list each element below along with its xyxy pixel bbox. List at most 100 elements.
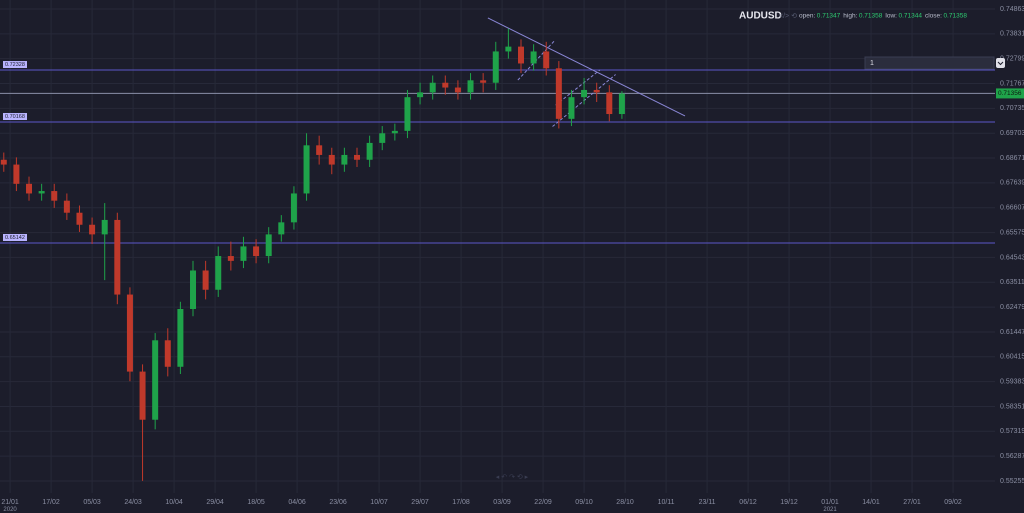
year-label: 2021 [823, 507, 837, 513]
ohlc-label: open: [799, 13, 815, 20]
candle-body [555, 68, 562, 119]
y-tick-label: 0.70735 [1000, 105, 1024, 112]
x-tick-label: 10/07 [370, 499, 388, 506]
x-tick-label: 06/12 [739, 499, 757, 506]
axis: 0.74863 0.73831 0.72799 0.71767 0.70735 0.697… [1, 6, 1024, 513]
candle-body [618, 93, 625, 115]
trendline [487, 17, 686, 117]
dropdown-button[interactable] [996, 58, 1005, 68]
candle-body [467, 80, 474, 93]
ohlc-label: low: [885, 13, 897, 20]
candle-body [215, 256, 222, 290]
ohlc-label: high: [843, 13, 857, 20]
year-label: 2020 [3, 507, 17, 513]
x-tick-label: 29/07 [411, 499, 429, 506]
candle-body [190, 270, 197, 310]
line-label: 0.65142 [5, 235, 25, 241]
y-tick-label: 0.62479 [1000, 304, 1024, 311]
candle-body [606, 92, 613, 115]
candle-body [13, 164, 20, 184]
candle-body [240, 246, 247, 261]
x-tick-label: 01/01 [821, 499, 839, 506]
candle-body [63, 200, 70, 213]
candle-body [341, 154, 348, 165]
y-tick-label: 0.73831 [1000, 31, 1024, 38]
y-tick-label: 0.60415 [1000, 354, 1024, 361]
current-price-label: 0.71356 [998, 90, 1022, 97]
candle-body [581, 89, 588, 98]
x-tick-label: 27/01 [903, 499, 921, 506]
candle-body [480, 80, 487, 83]
candle-body [429, 82, 436, 93]
candle-body [543, 51, 550, 69]
candle-body [492, 51, 499, 83]
y-tick-label: 0.74863 [1000, 6, 1024, 13]
candle-body [0, 159, 7, 165]
candle-body [530, 51, 537, 64]
candle-body [442, 82, 449, 88]
trendline [555, 69, 601, 106]
x-tick-label: 29/04 [206, 499, 224, 506]
x-tick-label: 17/02 [42, 499, 60, 506]
x-tick-label: 21/01 [1, 499, 19, 506]
candle-body [89, 224, 96, 235]
y-tick-label: 0.67639 [1000, 180, 1024, 187]
x-tick-label: 05/03 [83, 499, 101, 506]
candle-body [517, 46, 524, 64]
candle-body [253, 246, 260, 257]
candle-body [316, 145, 323, 155]
candle-body [227, 256, 234, 261]
input-box[interactable] [864, 56, 995, 70]
candle-body [101, 219, 108, 235]
x-tick-label: 10/04 [165, 499, 183, 506]
x-tick-label: 03/09 [493, 499, 511, 506]
y-tick-label: 0.69703 [1000, 130, 1024, 137]
x-tick-label: 22/09 [534, 499, 552, 506]
x-tick-label: 23/11 [699, 499, 716, 506]
candle-body [202, 270, 209, 290]
y-tick-label: 0.71767 [1000, 80, 1024, 87]
candle-body [505, 46, 512, 52]
candle-body [404, 97, 411, 131]
toolbar-icons[interactable]: </> ⟲ [779, 13, 797, 20]
y-tick-label: 0.63511 [1000, 279, 1024, 286]
y-tick-label: 0.61447 [1000, 329, 1024, 336]
line-label-bg [3, 61, 27, 69]
candle-body [328, 154, 335, 165]
input-value[interactable]: 1 [870, 60, 874, 67]
ohlc-value: 0.71344 [898, 13, 922, 20]
candle-body [454, 87, 461, 93]
y-tick-label: 0.58351 [1000, 403, 1024, 410]
nav-controls[interactable]: ◂ ↶ ↷ ⟲ ▸ [496, 474, 529, 481]
plot: 0.72328 0.70168 0.65142 [0, 17, 995, 481]
ohlc-label: close: [925, 13, 942, 20]
candle-body [76, 212, 83, 225]
candle-body [379, 133, 386, 143]
x-tick-label: 24/03 [124, 499, 142, 506]
y-tick-label: 0.68671 [1000, 155, 1024, 162]
candle-body [303, 145, 310, 194]
candle-body [290, 193, 297, 223]
x-tick-label: 10/11 [658, 499, 675, 506]
x-tick-label: 09/02 [944, 499, 962, 506]
y-tick-label: 0.59383 [1000, 378, 1024, 385]
ohlc-value: 0.71358 [943, 13, 967, 20]
current-price-badge [996, 88, 1024, 99]
symbol: AUDUSD [739, 11, 782, 22]
candle-body [139, 371, 146, 420]
line-label: 0.72328 [5, 62, 25, 68]
candle-body [265, 234, 272, 257]
candle-body [126, 294, 133, 372]
candle-body [164, 340, 171, 367]
candle-body [417, 92, 424, 98]
y-tick-label: 0.64543 [1000, 254, 1024, 261]
candle-body [26, 183, 33, 194]
line-label: 0.70168 [5, 114, 25, 120]
candle-body [114, 219, 121, 295]
candle-body [391, 130, 398, 134]
y-tick-label: 0.57319 [1000, 428, 1024, 435]
line-label-bg [3, 233, 27, 241]
ohlc-info: open: 0.71347 high: 0.71358 low: 0.71344 close… [799, 13, 967, 20]
